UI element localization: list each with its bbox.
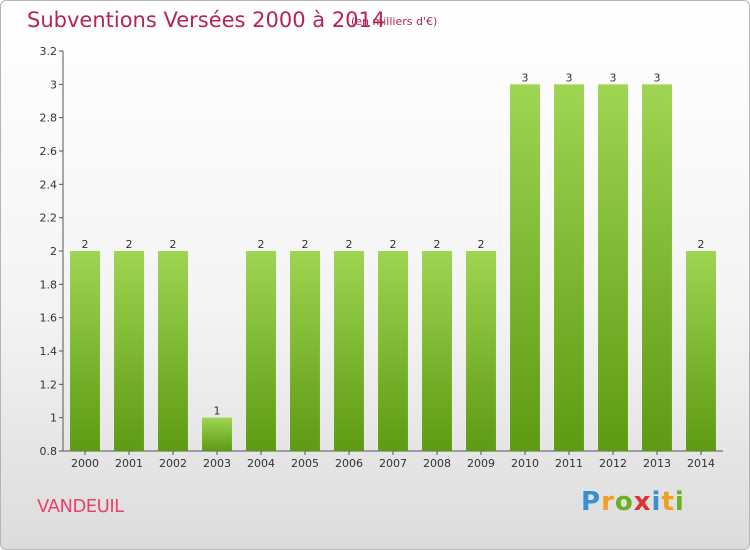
x-tick-label: 2009 xyxy=(467,457,495,470)
y-tick-label: 2.2 xyxy=(40,212,58,225)
bar-2012 xyxy=(598,84,628,451)
bar-2004 xyxy=(246,251,276,451)
data-label-2010: 3 xyxy=(522,71,529,84)
bar-2000 xyxy=(70,251,100,451)
y-tick-label: 2.4 xyxy=(40,178,58,191)
x-tick-label: 2001 xyxy=(115,457,143,470)
x-tick-label: 2006 xyxy=(335,457,363,470)
x-tick-label: 2013 xyxy=(643,457,671,470)
chart-data-labels: 2 2 2 1 2 2 2 2 2 2 3 3 3 3 2 xyxy=(82,71,705,417)
x-tick-label: 2011 xyxy=(555,457,583,470)
chart-bars xyxy=(70,84,716,451)
bar-2008 xyxy=(422,251,452,451)
bar-2007 xyxy=(378,251,408,451)
y-tick-label: 3.2 xyxy=(40,45,58,58)
chart-title: Subventions Versées 2000 à 2014 xyxy=(27,8,386,32)
x-tick-label: 2010 xyxy=(511,457,539,470)
data-label-2005: 2 xyxy=(302,238,309,251)
x-tick-label: 2007 xyxy=(379,457,407,470)
bar-2005 xyxy=(290,251,320,451)
bar-2011 xyxy=(554,84,584,451)
y-tick-label: 1.6 xyxy=(40,312,58,325)
y-tick-label: 2.6 xyxy=(40,145,58,158)
x-tick-label: 2000 xyxy=(71,457,99,470)
x-tick-label: 2003 xyxy=(203,457,231,470)
x-tick-label: 2002 xyxy=(159,457,187,470)
data-label-2009: 2 xyxy=(478,238,485,251)
x-tick-label: 2012 xyxy=(599,457,627,470)
y-tick-label: 2.8 xyxy=(40,112,58,125)
data-label-2002: 2 xyxy=(170,238,177,251)
bar-2009 xyxy=(466,251,496,451)
x-tick-label: 2005 xyxy=(291,457,319,470)
bar-2013 xyxy=(642,84,672,451)
data-label-2011: 3 xyxy=(566,71,573,84)
bar-2014 xyxy=(686,251,716,451)
bar-2006 xyxy=(334,251,364,451)
bar-2002 xyxy=(158,251,188,451)
x-tick-label: 2014 xyxy=(687,457,715,470)
y-tick-label: 1 xyxy=(50,412,57,425)
proxiti-logo[interactable]: Proxiti xyxy=(581,487,685,517)
y-tick-label: 3 xyxy=(50,78,57,91)
bar-2010 xyxy=(510,84,540,451)
commune-name: VANDEUIL xyxy=(37,496,124,517)
data-label-2008: 2 xyxy=(434,238,441,251)
y-tick-label: 1.8 xyxy=(40,278,58,291)
x-tick-label: 2004 xyxy=(247,457,275,470)
chart-axes: 0.8 1 1.2 1.4 1.6 1.8 2 2.2 2.4 2.6 2.8 3 3.2 2000 200… xyxy=(40,45,723,470)
y-tick-label: 0.8 xyxy=(40,445,58,458)
bar-2003 xyxy=(202,417,232,451)
data-label-2013: 3 xyxy=(654,71,661,84)
y-tick-label: 1.2 xyxy=(40,378,58,391)
data-label-2006: 2 xyxy=(346,238,353,251)
data-label-2007: 2 xyxy=(390,238,397,251)
data-label-2001: 2 xyxy=(126,238,133,251)
y-tick-label: 2 xyxy=(50,245,57,258)
chart-subtitle: (en milliers d'€) xyxy=(351,15,438,28)
data-label-2012: 3 xyxy=(610,71,617,84)
data-label-2004: 2 xyxy=(258,238,265,251)
data-label-2000: 2 xyxy=(82,238,89,251)
y-tick-label: 1.4 xyxy=(40,345,58,358)
data-label-2003: 1 xyxy=(214,405,221,418)
bar-2001 xyxy=(114,251,144,451)
x-tick-label: 2008 xyxy=(423,457,451,470)
data-label-2014: 2 xyxy=(698,238,705,251)
